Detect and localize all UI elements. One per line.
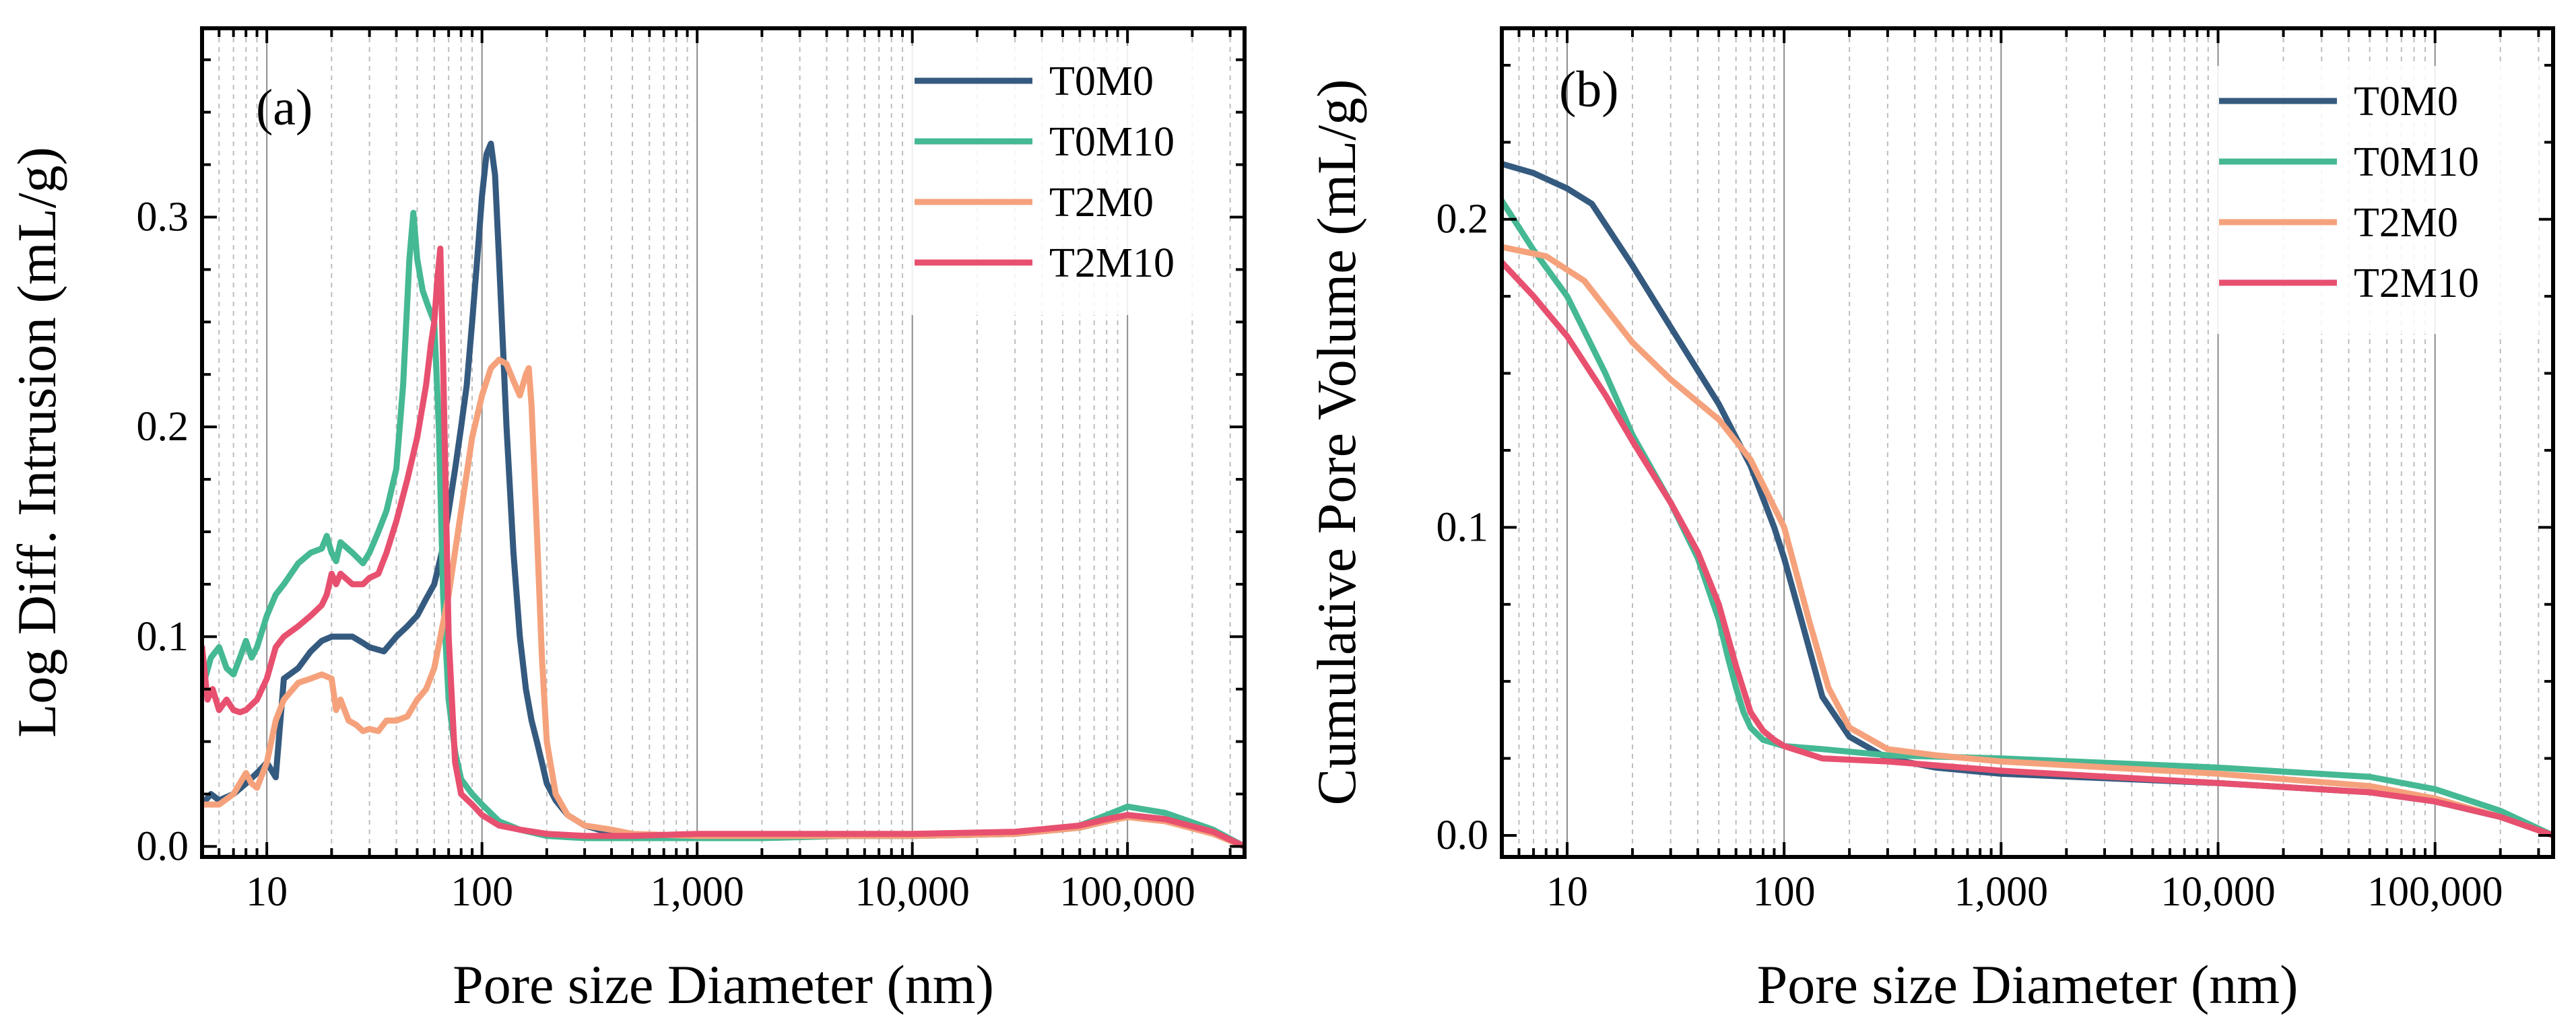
legend: T0M0 T0M10 T2M0 T2M10	[2209, 66, 2539, 334]
legend: T0M0 T0M10 T2M0 T2M10	[904, 46, 1220, 315]
y-tick-label: 0.2	[137, 404, 189, 450]
x-tick-label: 100,000	[1059, 869, 1195, 915]
y-tick-label: 0.0	[137, 823, 189, 869]
legend-label-t0m10: T0M10	[2354, 139, 2479, 185]
x-tick-label: 10,000	[855, 869, 970, 915]
x-tick-label: 1,000	[650, 869, 744, 915]
legend-label-t0m0: T0M0	[2354, 79, 2458, 125]
plot-frame	[200, 26, 1247, 859]
series-line-t0m10	[1502, 197, 2553, 839]
series-group	[1502, 160, 2553, 839]
y-tick-label: 0.0	[1436, 813, 1489, 858]
chart-panel-a: 10 100 1,000 10,000 100,000 0.0 0.1 0.2 0.3 Pore …	[6, 26, 1247, 1015]
y-axis-label: Cumulative Pore Volume (mL/g)	[1306, 79, 1367, 806]
legend-label-t0m0: T0M0	[1049, 59, 1154, 104]
chart-panel-b: 10 100 1,000 10,000 100,000 0.0 0.1 0.2 Pore siz…	[1306, 26, 2555, 1015]
plot-frame	[1500, 26, 2555, 859]
x-tick-label: 100	[1753, 869, 1816, 915]
y-ticks: 0.0 0.1 0.2 0.3	[137, 58, 1245, 869]
series-line-t2m0	[1502, 244, 2553, 839]
x-tick-label: 1,000	[1954, 869, 2049, 915]
x-axis-label: Pore size Diameter (nm)	[453, 954, 994, 1015]
series-group	[202, 140, 1245, 850]
panel-label: (a)	[256, 79, 312, 136]
x-axis-label: Pore size Diameter (nm)	[1757, 954, 2299, 1015]
y-tick-label: 0.2	[1436, 197, 1489, 242]
x-tick-label: 100,000	[2367, 869, 2503, 915]
y-ticks: 0.0 0.1 0.2	[1436, 63, 2553, 858]
x-tick-label: 10	[1546, 869, 1588, 915]
series-line-t2m10	[202, 245, 1245, 850]
x-ticks: 10 100 1,000 10,000 100,000	[1500, 28, 2540, 915]
legend-box	[904, 46, 1220, 315]
panel-label: (b)	[1559, 61, 1619, 118]
y-tick-label: 0.3	[137, 194, 189, 240]
legend-box	[2209, 66, 2539, 334]
y-tick-label: 0.1	[137, 614, 189, 660]
y-axis-label: Log Diff. Intrusion (mL/g)	[6, 147, 67, 738]
y-tick-label: 0.1	[1436, 504, 1489, 550]
x-tick-label: 100	[451, 869, 513, 915]
legend-label-t0m10: T0M10	[1049, 119, 1175, 165]
legend-label-t2m10: T2M10	[2354, 261, 2479, 306]
legend-label-t2m10: T2M10	[1049, 240, 1175, 286]
x-tick-label: 10,000	[2160, 869, 2276, 915]
x-ticks: 10 100 1,000 10,000 100,000	[201, 28, 1232, 915]
x-tick-label: 10	[246, 869, 288, 915]
legend-label-t2m0: T2M0	[1049, 180, 1154, 226]
legend-label-t2m0: T2M0	[2354, 200, 2458, 246]
series-line-t2m0	[202, 356, 1245, 850]
series-line-t2m10	[1502, 259, 2553, 839]
